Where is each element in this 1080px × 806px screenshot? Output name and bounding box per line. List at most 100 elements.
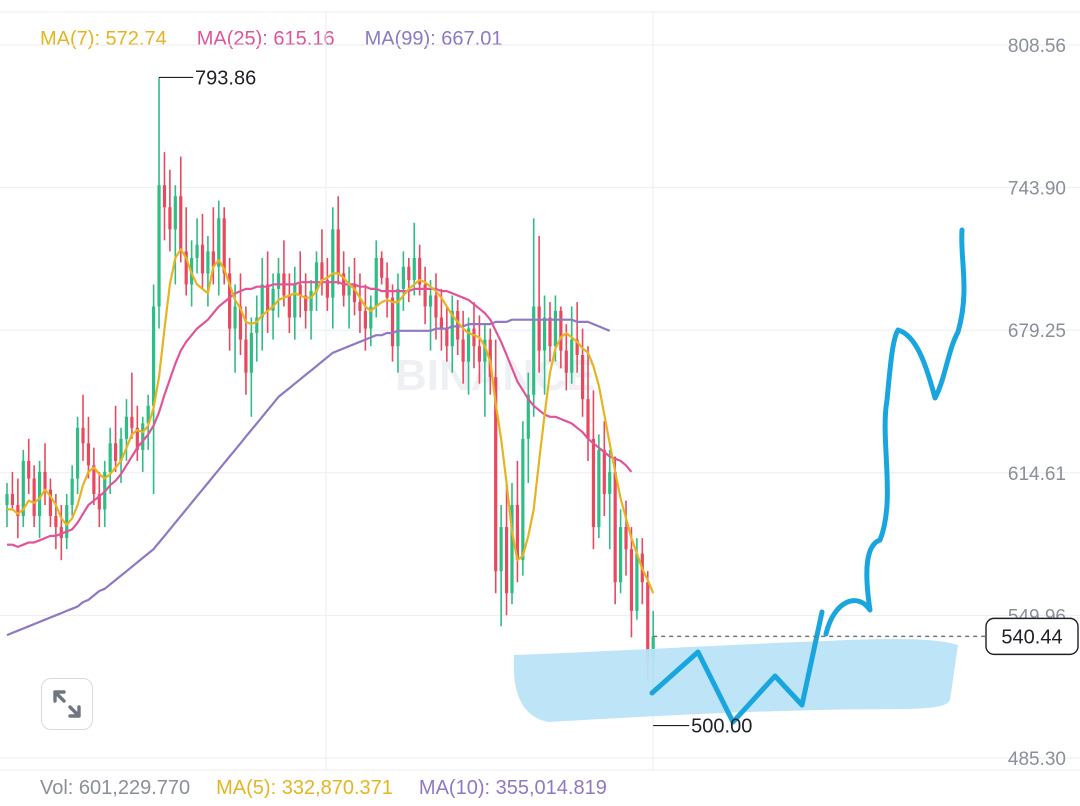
ma25-line: [7, 281, 633, 548]
candle: [385, 262, 389, 318]
candle: [152, 284, 156, 494]
candle-body: [184, 251, 188, 285]
candle-body: [21, 460, 25, 517]
candle: [331, 207, 335, 329]
candle-body: [10, 493, 15, 506]
volume-ma10: MA(10): 355,014.819: [418, 777, 607, 799]
candle-body: [287, 295, 291, 318]
candle: [195, 218, 199, 274]
candle: [537, 235, 541, 373]
price-tag-label: 540.44: [1001, 626, 1062, 648]
candle-body: [336, 229, 340, 274]
candle: [10, 471, 15, 510]
candle-body: [358, 302, 362, 311]
candle-body: [108, 443, 112, 472]
candle: [336, 196, 340, 285]
candle: [168, 169, 172, 252]
candle-body: [418, 257, 422, 285]
candle: [266, 251, 270, 333]
candle: [461, 310, 465, 384]
candle-body: [369, 306, 373, 329]
candle-body: [320, 262, 324, 281]
candle-body: [635, 553, 639, 611]
candle: [16, 478, 20, 539]
candle: [293, 266, 297, 340]
ma7-line: [7, 248, 655, 594]
candle-body: [548, 317, 552, 347]
candle: [162, 152, 167, 241]
candle: [575, 302, 579, 373]
candle: [597, 434, 601, 539]
candle: [260, 257, 264, 351]
candle: [320, 229, 324, 296]
candle-body: [352, 284, 357, 303]
high-label: 793.86: [195, 67, 256, 89]
candle-body: [613, 471, 617, 583]
candle-body: [407, 266, 411, 281]
candle-body: [92, 465, 96, 494]
candle-body: [266, 284, 270, 311]
projection-path: [649, 609, 825, 725]
candle-body: [428, 295, 433, 307]
candle-body: [374, 257, 378, 307]
candle-body: [141, 423, 145, 450]
candle: [532, 218, 536, 417]
candle: [428, 280, 433, 351]
candle: [81, 394, 85, 461]
candle: [184, 207, 188, 296]
candle: [352, 257, 357, 316]
candle-body: [130, 416, 134, 428]
candle: [86, 416, 91, 479]
current-price-tag[interactable]: 540.44: [985, 617, 1079, 656]
candle: [217, 200, 221, 296]
candle-body: [570, 339, 574, 373]
y-tick-label: 808.56: [1008, 36, 1066, 57]
candle-body: [450, 310, 454, 347]
candle-body: [553, 310, 558, 347]
candle: [287, 273, 291, 333]
candle: [380, 251, 384, 285]
candle-body: [217, 218, 221, 267]
candle: [108, 427, 112, 494]
candle-body: [591, 438, 596, 528]
candle: [515, 460, 520, 583]
candle-body: [618, 527, 623, 583]
candle-body: [168, 207, 172, 230]
volume-legend: Vol: 601,229.770 MA(5): 332,870.371 MA(1…: [40, 773, 607, 803]
candle-body: [586, 399, 590, 439]
candle-body: [542, 317, 547, 351]
candle-body: [646, 582, 650, 660]
expand-button[interactable]: [41, 678, 93, 730]
candle-body: [32, 478, 36, 517]
candle-body: [309, 291, 313, 311]
candle: [548, 302, 552, 362]
y-tick-label: 614.61: [1008, 464, 1066, 485]
candle-body: [564, 350, 568, 373]
candle-body: [65, 505, 69, 539]
candle-body: [412, 257, 416, 281]
candle: [542, 295, 547, 395]
candle-body: [54, 516, 58, 528]
candle: [624, 500, 628, 576]
candle-body: [608, 471, 612, 494]
candle: [483, 324, 487, 417]
candle-body: [445, 328, 449, 347]
candle: [206, 235, 210, 307]
candle-body: [298, 284, 302, 296]
candle-body: [515, 505, 520, 561]
candle-body: [27, 460, 31, 479]
y-tick-label: 743.90: [1008, 179, 1066, 200]
candle: [21, 449, 25, 528]
candle: [564, 324, 568, 391]
candle: [450, 295, 454, 373]
ma-lines: [6, 248, 655, 637]
candle: [325, 257, 329, 311]
candle: [618, 509, 623, 594]
candle: [418, 244, 422, 296]
candle: [5, 482, 9, 528]
candle: [358, 273, 362, 333]
candle-body: [260, 284, 264, 318]
candle-body: [206, 251, 210, 274]
candle: [228, 257, 232, 351]
